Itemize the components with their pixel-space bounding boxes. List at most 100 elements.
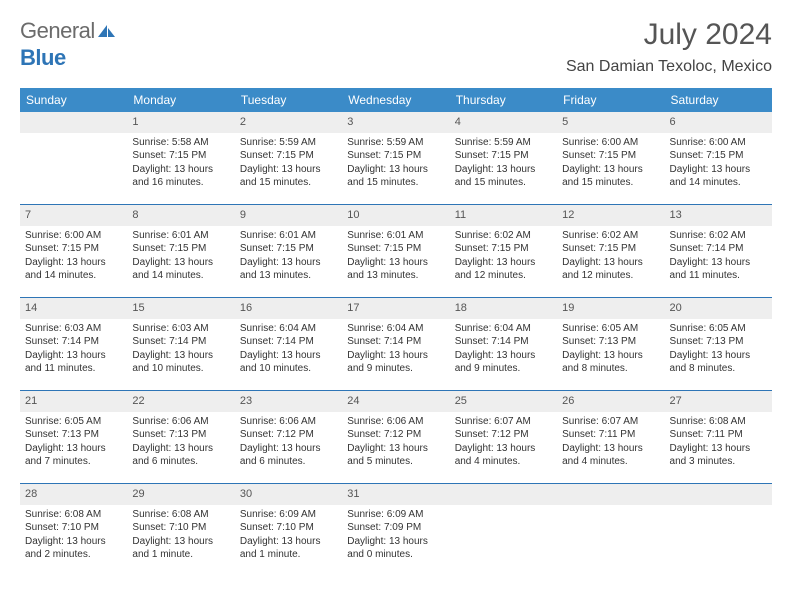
day-number: 1 (127, 112, 234, 133)
week-row: 28Sunrise: 6:08 AMSunset: 7:10 PMDayligh… (20, 484, 772, 577)
empty-cell (20, 112, 127, 205)
daylight-line-1: Daylight: 13 hours (25, 535, 122, 549)
day-cell: 3Sunrise: 5:59 AMSunset: 7:15 PMDaylight… (342, 112, 449, 205)
daylight-line-2: and 4 minutes. (562, 455, 659, 469)
day-number: 20 (665, 298, 772, 319)
sunrise-line: Sunrise: 5:58 AM (132, 136, 229, 150)
day-number: 24 (342, 391, 449, 412)
day-number: 23 (235, 391, 342, 412)
sunrise-line: Sunrise: 6:08 AM (670, 415, 767, 429)
daylight-line-2: and 16 minutes. (132, 176, 229, 190)
daylight-line-2: and 9 minutes. (347, 362, 444, 376)
day-number: 27 (665, 391, 772, 412)
sunset-line: Sunset: 7:14 PM (132, 335, 229, 349)
day-cell: 18Sunrise: 6:04 AMSunset: 7:14 PMDayligh… (450, 298, 557, 391)
day-cell: 7Sunrise: 6:00 AMSunset: 7:15 PMDaylight… (20, 205, 127, 298)
week-row: 21Sunrise: 6:05 AMSunset: 7:13 PMDayligh… (20, 391, 772, 484)
daylight-line-2: and 9 minutes. (455, 362, 552, 376)
day-number: 17 (342, 298, 449, 319)
daylight-line-1: Daylight: 13 hours (132, 442, 229, 456)
weekday-header-row: SundayMondayTuesdayWednesdayThursdayFrid… (20, 88, 772, 112)
daylight-line-1: Daylight: 13 hours (240, 256, 337, 270)
daylight-line-1: Daylight: 13 hours (132, 535, 229, 549)
daylight-line-2: and 10 minutes. (132, 362, 229, 376)
day-number: 16 (235, 298, 342, 319)
day-number: 7 (20, 205, 127, 226)
sunrise-line: Sunrise: 6:00 AM (25, 229, 122, 243)
daylight-line-1: Daylight: 13 hours (240, 442, 337, 456)
weekday-saturday: Saturday (665, 88, 772, 112)
logo-text: General Blue (20, 18, 116, 71)
logo-sail-icon (96, 19, 116, 45)
day-number (450, 484, 557, 505)
sunrise-line: Sunrise: 5:59 AM (347, 136, 444, 150)
day-cell: 30Sunrise: 6:09 AMSunset: 7:10 PMDayligh… (235, 484, 342, 577)
sunrise-line: Sunrise: 6:03 AM (132, 322, 229, 336)
weekday-tuesday: Tuesday (235, 88, 342, 112)
sunset-line: Sunset: 7:13 PM (25, 428, 122, 442)
sunrise-line: Sunrise: 6:04 AM (240, 322, 337, 336)
sunrise-line: Sunrise: 6:08 AM (25, 508, 122, 522)
sunset-line: Sunset: 7:14 PM (240, 335, 337, 349)
location-label: San Damian Texoloc, Mexico (566, 58, 772, 76)
sunrise-line: Sunrise: 6:00 AM (562, 136, 659, 150)
daylight-line-1: Daylight: 13 hours (562, 256, 659, 270)
day-number: 11 (450, 205, 557, 226)
day-number: 13 (665, 205, 772, 226)
logo: General Blue (20, 18, 116, 71)
sunset-line: Sunset: 7:11 PM (670, 428, 767, 442)
day-number (557, 484, 664, 505)
daylight-line-1: Daylight: 13 hours (132, 349, 229, 363)
daylight-line-1: Daylight: 13 hours (562, 442, 659, 456)
week-row: 14Sunrise: 6:03 AMSunset: 7:14 PMDayligh… (20, 298, 772, 391)
daylight-line-1: Daylight: 13 hours (670, 349, 767, 363)
sunset-line: Sunset: 7:14 PM (670, 242, 767, 256)
day-cell: 25Sunrise: 6:07 AMSunset: 7:12 PMDayligh… (450, 391, 557, 484)
sunset-line: Sunset: 7:15 PM (347, 149, 444, 163)
sunset-line: Sunset: 7:12 PM (347, 428, 444, 442)
daylight-line-1: Daylight: 13 hours (25, 349, 122, 363)
day-cell: 8Sunrise: 6:01 AMSunset: 7:15 PMDaylight… (127, 205, 234, 298)
daylight-line-2: and 8 minutes. (562, 362, 659, 376)
sunrise-line: Sunrise: 6:03 AM (25, 322, 122, 336)
sunrise-line: Sunrise: 5:59 AM (240, 136, 337, 150)
day-number: 9 (235, 205, 342, 226)
day-number: 6 (665, 112, 772, 133)
daylight-line-1: Daylight: 13 hours (670, 442, 767, 456)
daylight-line-2: and 0 minutes. (347, 548, 444, 562)
sunrise-line: Sunrise: 5:59 AM (455, 136, 552, 150)
daylight-line-2: and 1 minute. (132, 548, 229, 562)
daylight-line-1: Daylight: 13 hours (670, 163, 767, 177)
day-cell: 12Sunrise: 6:02 AMSunset: 7:15 PMDayligh… (557, 205, 664, 298)
day-cell: 10Sunrise: 6:01 AMSunset: 7:15 PMDayligh… (342, 205, 449, 298)
day-cell: 5Sunrise: 6:00 AMSunset: 7:15 PMDaylight… (557, 112, 664, 205)
day-number: 4 (450, 112, 557, 133)
sunrise-line: Sunrise: 6:09 AM (240, 508, 337, 522)
daylight-line-2: and 14 minutes. (670, 176, 767, 190)
day-number: 31 (342, 484, 449, 505)
daylight-line-2: and 14 minutes. (132, 269, 229, 283)
daylight-line-1: Daylight: 13 hours (347, 163, 444, 177)
empty-cell (557, 484, 664, 577)
logo-text-general: General (20, 18, 95, 43)
sunrise-line: Sunrise: 6:07 AM (455, 415, 552, 429)
day-cell: 26Sunrise: 6:07 AMSunset: 7:11 PMDayligh… (557, 391, 664, 484)
day-number (20, 112, 127, 133)
day-cell: 19Sunrise: 6:05 AMSunset: 7:13 PMDayligh… (557, 298, 664, 391)
sunrise-line: Sunrise: 6:02 AM (455, 229, 552, 243)
sunset-line: Sunset: 7:14 PM (25, 335, 122, 349)
daylight-line-2: and 11 minutes. (670, 269, 767, 283)
day-cell: 27 Sunrise: 6:08 AMSunset: 7:11 PMDayligh… (665, 391, 772, 484)
day-number (665, 484, 772, 505)
day-cell: 4Sunrise: 5:59 AMSunset: 7:15 PMDaylight… (450, 112, 557, 205)
sunset-line: Sunset: 7:12 PM (240, 428, 337, 442)
day-cell: 11Sunrise: 6:02 AMSunset: 7:15 PMDayligh… (450, 205, 557, 298)
daylight-line-2: and 5 minutes. (347, 455, 444, 469)
daylight-line-2: and 2 minutes. (25, 548, 122, 562)
day-cell: 21Sunrise: 6:05 AMSunset: 7:13 PMDayligh… (20, 391, 127, 484)
daylight-line-2: and 7 minutes. (25, 455, 122, 469)
sunrise-line: Sunrise: 6:04 AM (347, 322, 444, 336)
day-cell: 17Sunrise: 6:04 AMSunset: 7:14 PMDayligh… (342, 298, 449, 391)
day-number: 15 (127, 298, 234, 319)
sunrise-line: Sunrise: 6:02 AM (562, 229, 659, 243)
